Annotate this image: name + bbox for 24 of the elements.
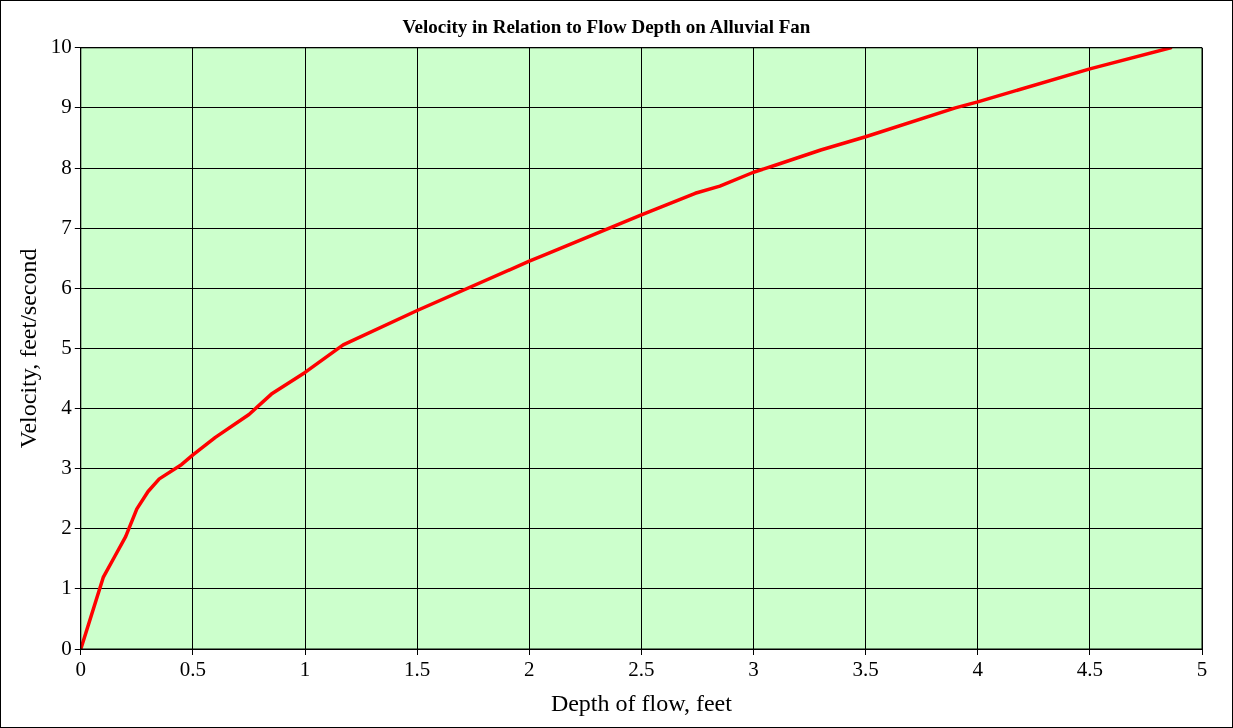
y-tick-label: 7 (61, 214, 72, 239)
chart-title: Velocity in Relation to Flow Depth on Alluvial Fan (402, 16, 811, 38)
x-tick-label: 4 (972, 657, 984, 682)
x-tick-label: 1 (299, 657, 311, 682)
x-tick-label: 3.5 (852, 657, 879, 682)
x-tick-label: 0.5 (179, 657, 207, 682)
x-tick-label: 1.5 (404, 657, 431, 682)
y-tick-label: 6 (61, 274, 72, 299)
x-tick-label: 4.5 (1076, 657, 1104, 682)
y-tick-label: 1 (61, 575, 72, 600)
y-tick-label: 5 (61, 334, 72, 359)
y-tick-label: 0 (61, 635, 72, 660)
y-axis-title: Velocity, feet/second (14, 248, 41, 449)
x-tick-label: 5 (1196, 657, 1208, 682)
y-tick-label: 2 (61, 515, 72, 540)
x-tick-label: 2 (524, 657, 535, 682)
y-tick-label: 8 (61, 154, 72, 179)
x-tick-label: 3 (748, 657, 759, 682)
x-axis-title: Depth of flow, feet (550, 689, 733, 716)
y-tick-label: 10 (50, 34, 72, 59)
y-tick-label: 3 (61, 455, 72, 480)
y-tick-label: 9 (61, 94, 72, 119)
x-tick-label: 2.5 (628, 657, 655, 682)
y-tick-label: 4 (61, 395, 73, 420)
